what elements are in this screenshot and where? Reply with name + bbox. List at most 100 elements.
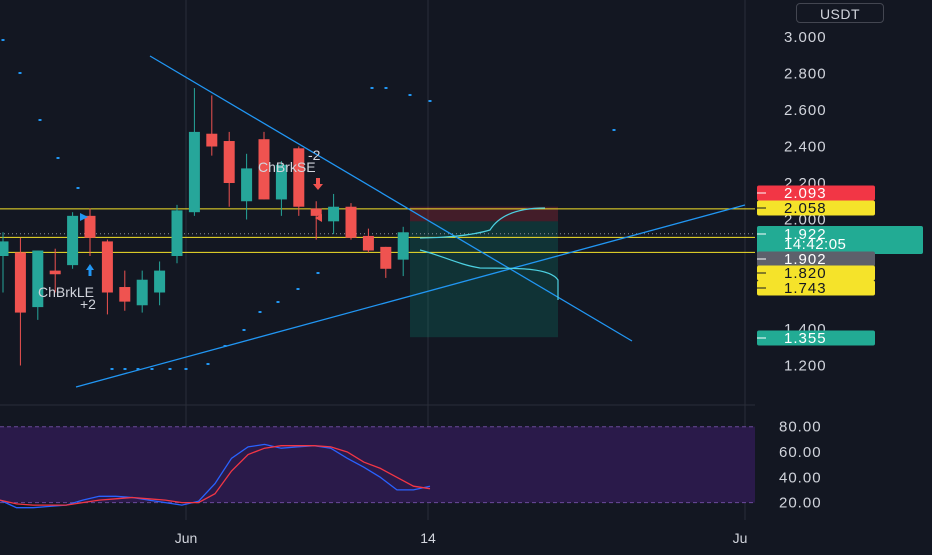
bar-countdown-label: 14:42:05 xyxy=(784,236,846,253)
short-signal-sub: -2 xyxy=(308,147,321,163)
rsi-pane: 80.00 60.00 40.00 20.00 xyxy=(0,419,822,512)
sar-dot xyxy=(370,87,374,89)
price-tick-label: 2.400 xyxy=(784,139,827,156)
currency-selector-button[interactable]: USDT xyxy=(796,3,884,23)
sar-dot xyxy=(296,288,300,290)
long-signal-label: ChBrkLE xyxy=(38,284,94,300)
sar-dot xyxy=(223,345,227,347)
sar-dot xyxy=(123,368,127,370)
price-label-badge xyxy=(757,330,875,346)
sar-dot xyxy=(612,129,616,131)
time-tick-label: Ju xyxy=(733,530,748,546)
candle-body xyxy=(380,246,392,269)
time-tick-label: 14 xyxy=(420,530,436,546)
price-tick-label: 1.200 xyxy=(784,358,827,375)
sar-dot xyxy=(150,368,154,370)
price-label-badge xyxy=(757,265,875,281)
sar-dot xyxy=(428,100,432,102)
candle-body xyxy=(345,206,357,238)
rsi-tick-label: 20.00 xyxy=(779,495,822,512)
price-label-badge xyxy=(757,251,875,267)
short-marker-icon xyxy=(315,214,322,222)
candle-body xyxy=(188,131,200,213)
sar-dot xyxy=(242,329,246,331)
price-tick-label: 3.000 xyxy=(784,29,827,46)
sar-dot xyxy=(110,368,114,370)
price-label-value: 2.058 xyxy=(784,200,827,217)
short-signal-label: ChBrkSE xyxy=(258,159,316,175)
price-label-value: 1.820 xyxy=(784,265,827,282)
target-zone xyxy=(410,221,558,338)
sar-dot xyxy=(168,368,172,370)
price-label-badge xyxy=(757,200,875,216)
price-tick-label: 2.600 xyxy=(784,102,827,119)
candles xyxy=(0,88,409,366)
long-signal-sub: +2 xyxy=(80,296,96,312)
sar-dot xyxy=(18,72,22,74)
price-label-value: 1.922 xyxy=(784,226,827,243)
candle-body xyxy=(136,279,148,306)
sar-dot xyxy=(56,157,60,159)
descending-trendline xyxy=(149,55,633,342)
candle-body xyxy=(241,168,253,202)
price-label-value: 2.093 xyxy=(784,185,827,202)
rsi-tick-label: 40.00 xyxy=(779,469,822,486)
long-marker-icon xyxy=(80,213,88,221)
candle-body xyxy=(293,148,305,207)
sar-dot xyxy=(408,94,412,96)
price-label-badge xyxy=(757,280,875,296)
candle-body xyxy=(223,141,235,183)
sar-dot xyxy=(76,187,80,189)
rsi-band xyxy=(0,426,755,503)
price-label-value: 1.743 xyxy=(784,280,827,297)
candle-body xyxy=(49,270,61,275)
price-label-badge xyxy=(757,185,875,201)
candle-body xyxy=(206,133,218,147)
rsi-tick-label: 60.00 xyxy=(779,444,822,461)
candle-body xyxy=(14,252,26,313)
price-label-badge xyxy=(757,226,923,254)
candle-body xyxy=(154,270,166,293)
candle-body xyxy=(362,235,374,251)
short-arrow-icon xyxy=(313,178,323,190)
rsi-tick-label: 80.00 xyxy=(779,419,822,436)
time-tick-label: Jun xyxy=(175,530,198,546)
rsi-series-line xyxy=(0,445,431,506)
candle-body xyxy=(258,139,270,200)
candle-body xyxy=(275,164,287,200)
long-arrow-icon xyxy=(86,264,94,276)
candle-body xyxy=(171,210,183,256)
sar-dot xyxy=(384,87,388,89)
price-label-value: 1.355 xyxy=(784,330,827,347)
sar-dot xyxy=(184,368,188,370)
candle-body xyxy=(84,215,96,238)
ascending-trendline xyxy=(75,204,746,388)
candle-body xyxy=(101,241,113,293)
time-axis: Jun 14 Ju xyxy=(175,530,748,546)
price-axis: 3.0002.8002.6002.4002.2002.0001.4001.200… xyxy=(757,29,923,375)
sar-dot xyxy=(136,368,140,370)
drawings xyxy=(0,39,755,388)
projection-path-lower xyxy=(419,249,559,300)
sar-dot xyxy=(206,363,210,365)
candle-body xyxy=(67,215,79,266)
price-tick-label: 2.800 xyxy=(784,66,827,83)
sar-dot xyxy=(258,311,262,313)
candle-body xyxy=(119,287,131,302)
candle-body xyxy=(0,241,9,256)
sar-dot xyxy=(316,272,320,274)
price-label-value: 1.902 xyxy=(784,251,827,268)
price-tick-label: 2.000 xyxy=(784,212,827,229)
sar-dot xyxy=(276,301,280,303)
rsi-series-line xyxy=(0,443,431,509)
candle-body xyxy=(310,208,322,216)
projection-path-upper xyxy=(419,207,546,239)
candle-body xyxy=(328,206,340,222)
candle-body xyxy=(32,250,44,308)
signals: ChBrkLE+2 ChBrkSE-2 xyxy=(38,147,323,312)
sar-dot xyxy=(1,39,5,41)
sar-dot xyxy=(38,119,42,121)
candle-body xyxy=(397,232,409,260)
